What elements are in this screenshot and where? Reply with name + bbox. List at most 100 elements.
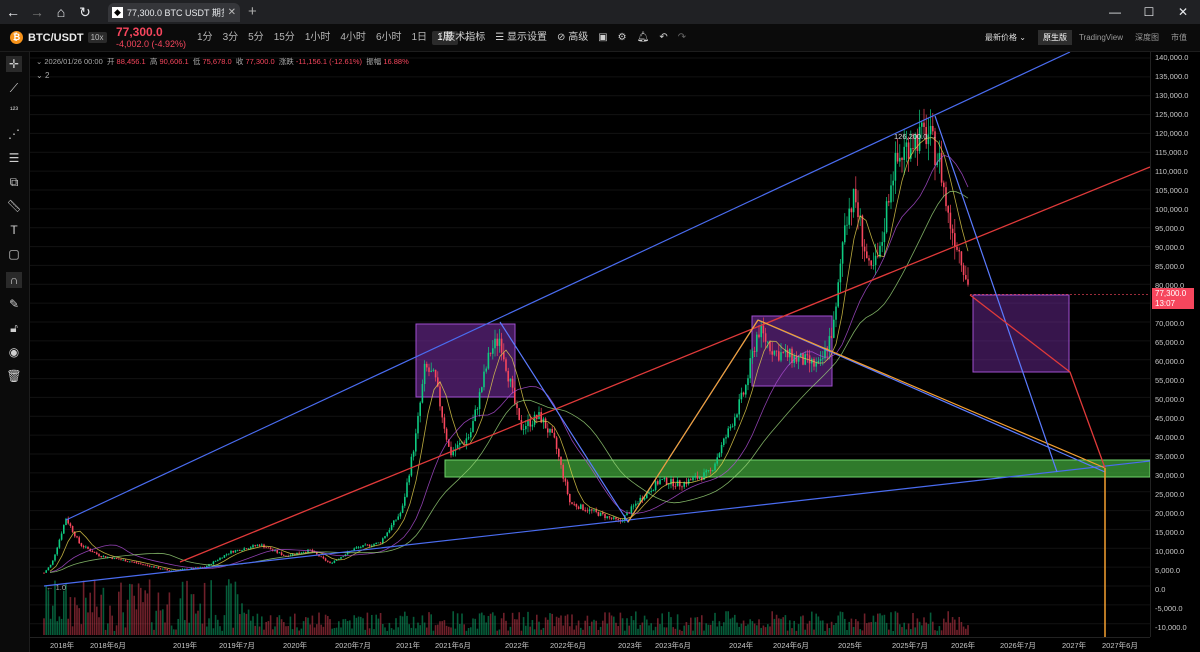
volume-bar [245,613,248,635]
display-settings-button[interactable]: ☰ 显示设置 [495,31,547,45]
candle-body [597,511,600,516]
close-tab-icon[interactable]: ✕ [227,7,236,18]
forward-icon[interactable]: → [30,4,44,20]
candle-body [844,225,846,243]
candle-body [49,564,52,568]
volume-bar [313,627,316,635]
candle-body [423,363,426,385]
price-type-select[interactable]: 最新价格 ⌄ [985,32,1026,43]
view-marketcap[interactable]: 市值 [1171,33,1187,42]
volume-bar [701,615,703,635]
close-window-icon[interactable]: ✕ [1177,5,1189,19]
volume-bar [538,621,540,635]
candle-body [247,548,250,550]
candle-body [353,548,355,551]
trash-icon[interactable]: 🗑︎ [6,369,22,383]
interval-1m[interactable]: 1分 [197,32,213,43]
legend-collapse-icon[interactable]: ⌄ [36,57,45,66]
time-axis-label: 2027年6月 [1102,641,1138,650]
view-tradingview[interactable]: TradingView [1078,33,1123,42]
volume-bar [599,626,602,635]
volume-bar [745,625,747,635]
advanced-button[interactable]: ⊘ 高级 [557,31,588,45]
volume-bar [333,628,336,635]
gann-icon[interactable]: ☰ [8,151,20,165]
candle-body [681,486,683,488]
interval-5m[interactable]: 5分 [248,32,264,43]
interval-dropdown-icon[interactable]: ⌄ [462,32,472,43]
candle-body [934,131,936,166]
candle-body [142,563,144,565]
redo-icon[interactable]: ↷ [677,32,687,43]
maximize-icon[interactable]: ☐ [1143,5,1155,19]
interval-6h[interactable]: 6小时 [375,32,402,43]
volume-bar [771,611,773,635]
eye-icon[interactable]: ◉ [8,345,20,359]
gear-icon[interactable]: ⚙ [617,32,627,43]
new-tab-button[interactable]: + [248,3,257,20]
sub-pane-toggle[interactable]: ⌄ 2 [36,71,49,80]
candle-body [511,378,514,388]
measure-icon[interactable]: ⧉ [9,175,19,189]
candle-body [146,564,149,566]
candle-body [613,517,615,519]
shapes-icon[interactable]: ▢ [8,247,20,261]
candle-body [214,560,217,562]
candle-body [529,419,531,427]
pattern-icon[interactable]: ⋰ [8,127,20,141]
text-icon[interactable]: T [10,223,18,237]
volume-bar [894,611,897,635]
candle-body [841,242,844,264]
candle-body [494,338,496,349]
candle-body [217,559,219,561]
time-axis[interactable]: 2018年 2018年6月 2019年 2019年7月 2020年 2020年7月 2021… [30,637,1150,652]
alert-icon[interactable]: 🔔︎ [636,32,650,43]
back-icon[interactable]: ← [6,4,20,20]
fib-icon[interactable]: ¹²³ [10,105,18,114]
candle-body [780,352,782,361]
ruler-icon[interactable]: 📏︎ [6,199,22,213]
price-axis-label: 20,000.0 [1155,509,1185,518]
volume-bar [415,628,417,635]
interval-3m[interactable]: 3分 [222,32,239,43]
interval-1h[interactable]: 1小时 [304,32,331,43]
candle-body [965,275,967,280]
browser-tab[interactable]: ◆ 77,300.0 BTC USDT 期货交易 | ... ✕ [108,3,240,22]
volume-bar [679,629,681,635]
price-chart[interactable]: 126,200.0 → ← 1.0 [30,52,1150,637]
magnet-icon[interactable]: ∩ [6,272,22,288]
blue-support-trendline [43,460,1150,587]
chart-area[interactable]: 126,200.0 → ← 1.0 [30,52,1150,637]
view-depth[interactable]: 深度图 [1135,33,1159,42]
brush-icon[interactable]: ✎ [8,297,20,311]
interval-1w[interactable]: 1周 [432,31,458,45]
interval-4h[interactable]: 4小时 [340,32,366,43]
interval-1d[interactable]: 1日 [411,32,428,43]
undo-icon[interactable]: ↶ [659,32,668,43]
minimize-icon[interactable]: — [1109,5,1121,19]
volume-bar [628,625,630,635]
indicator-button[interactable]: ⫶ 技术指标 [440,31,485,45]
candle-body [958,249,960,252]
volume-bar [813,629,815,635]
candle-body [324,558,327,561]
candle-body [65,518,67,526]
price-axis[interactable]: 140,000.0 135,000.0 130,000.0 125,000.0 120,… [1150,52,1200,637]
view-native[interactable]: 原生版 [1037,30,1072,45]
volume-bar [753,623,756,635]
candle-body [962,265,965,276]
lock-icon[interactable]: 🔓︎ [10,321,18,335]
candle-body [197,567,199,569]
interval-15m[interactable]: 15分 [273,32,295,43]
home-icon[interactable]: ⌂ [56,4,66,20]
trendline-icon[interactable]: ⟋ [9,81,19,95]
candle-body [397,516,399,520]
candle-body [714,463,716,471]
price-axis-label: 15,000.0 [1155,528,1185,537]
reload-icon[interactable]: ↻ [79,3,91,20]
symbol-selector[interactable]: BTC/USDT [28,31,84,44]
crosshair-icon[interactable]: ✛ [6,56,22,72]
volume-bar [113,630,116,635]
calculator-icon[interactable]: ▣ [598,32,608,43]
candle-body [888,201,890,203]
